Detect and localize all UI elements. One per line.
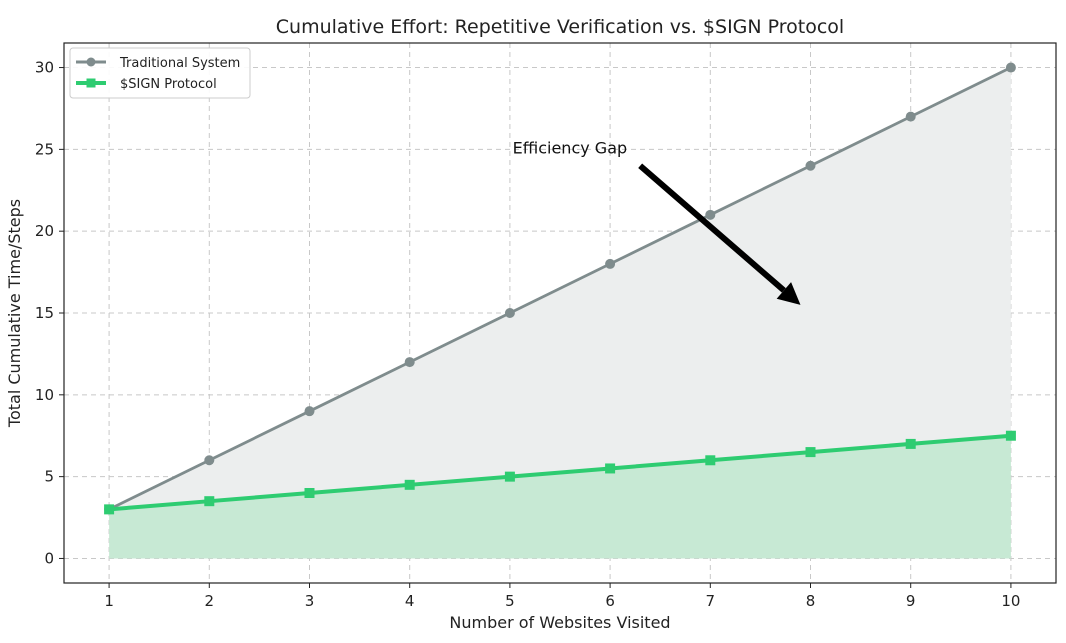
data-point-sign <box>104 504 115 515</box>
series-lines <box>108 66 1012 512</box>
y-tick-label: 10 <box>35 386 54 404</box>
x-tick-label: 2 <box>205 592 215 610</box>
x-tick-label: 5 <box>505 592 515 610</box>
x-tick-label: 7 <box>706 592 716 610</box>
legend-marker-traditional <box>86 57 96 67</box>
data-point-traditional <box>905 111 916 122</box>
annotation-arrow-head <box>776 282 801 305</box>
data-point-sign <box>504 471 515 482</box>
y-tick-label: 0 <box>44 549 54 567</box>
series-line-sign <box>108 433 1012 512</box>
chart-title: Cumulative Effort: Repetitive Verificati… <box>276 16 844 38</box>
data-point-sign <box>204 496 215 507</box>
data-point-traditional <box>204 455 215 466</box>
x-tick-label: 10 <box>1001 592 1020 610</box>
y-axis-title: Total Cumulative Time/Steps <box>5 199 24 428</box>
legend-box <box>69 47 251 99</box>
y-tick-label: 5 <box>44 468 54 486</box>
data-point-sign <box>1005 430 1016 441</box>
data-point-sign <box>404 479 415 490</box>
legend-marker-sign <box>86 78 96 88</box>
data-point-traditional <box>605 258 616 269</box>
data-point-traditional <box>504 308 515 318</box>
data-point-traditional <box>304 406 315 417</box>
x-axis-ticks: 1 2 3 4 5 6 7 8 9 10 <box>104 583 1020 610</box>
data-point-sign <box>605 463 616 474</box>
x-tick-label: 6 <box>605 592 615 610</box>
legend: Traditional System $SIGN Protocol <box>69 47 251 99</box>
x-tick-label: 8 <box>806 592 816 610</box>
data-point-traditional <box>1005 62 1016 73</box>
data-point-traditional <box>805 160 816 171</box>
data-point-traditional <box>404 357 415 368</box>
x-axis-title: Number of Websites Visited <box>449 613 670 632</box>
legend-label-traditional: Traditional System <box>119 56 240 71</box>
annotation: Efficiency Gap <box>513 138 801 305</box>
y-tick-label: 25 <box>35 140 54 158</box>
area-fill-sign <box>109 435 1011 559</box>
y-axis-ticks: 0 5 10 15 20 25 30 <box>35 59 64 567</box>
x-tick-label: 3 <box>305 592 315 610</box>
data-point-sign <box>805 447 816 458</box>
y-tick-label: 15 <box>35 304 54 322</box>
y-tick-label: 20 <box>35 222 54 240</box>
annotation-arrow <box>638 163 786 293</box>
y-tick-label: 30 <box>35 59 54 77</box>
series-markers <box>104 62 1016 515</box>
x-tick-label: 1 <box>104 592 114 610</box>
data-point-sign <box>304 488 315 498</box>
series-line-traditional <box>108 66 1012 511</box>
x-tick-label: 4 <box>405 592 415 610</box>
x-tick-label: 9 <box>906 592 916 610</box>
legend-label-sign: $SIGN Protocol <box>120 77 217 92</box>
data-point-traditional <box>705 209 716 220</box>
annotation-efficiency-gap: Efficiency Gap <box>513 138 628 157</box>
data-point-sign <box>905 438 916 449</box>
data-point-sign <box>705 455 716 466</box>
